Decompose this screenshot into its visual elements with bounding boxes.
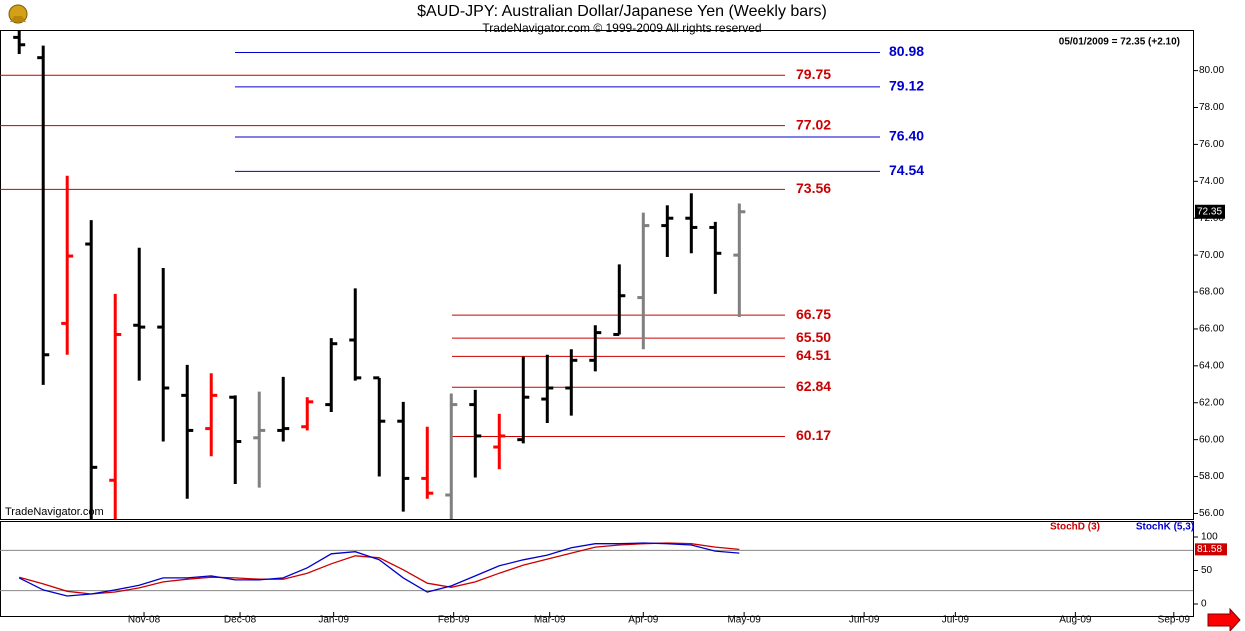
y-tick-label: 66.00 xyxy=(1199,324,1224,335)
level-label: 76.40 xyxy=(889,128,924,144)
y-tick-label: 0 xyxy=(1201,599,1207,610)
y-tick-label: 60.00 xyxy=(1199,434,1224,445)
last-price-label: 72.35 xyxy=(1197,206,1222,217)
level-label: 66.75 xyxy=(796,306,831,322)
price-box xyxy=(1195,204,1225,219)
y-tick-label: 50 xyxy=(1201,565,1213,576)
x-tick-label: Jun-09 xyxy=(849,615,880,626)
level-label: 73.56 xyxy=(796,180,831,196)
logo xyxy=(8,4,28,24)
x-tick-label: Apr-09 xyxy=(628,615,658,626)
y-tick-label: 58.00 xyxy=(1199,471,1224,482)
watermark: TradeNavigator.com xyxy=(5,506,104,518)
level-label: 60.17 xyxy=(796,427,831,443)
legend-entry: StochK (5,3) xyxy=(1136,522,1194,533)
y-tick-label: 74.00 xyxy=(1199,176,1224,187)
x-tick-label: May-09 xyxy=(727,615,761,626)
x-tick-label: Mar-09 xyxy=(534,615,566,626)
stoch-line xyxy=(18,542,740,597)
y-tick-label: 78.00 xyxy=(1199,102,1224,113)
y-tick-label: 70.00 xyxy=(1199,250,1224,261)
y-tick-label: 80.00 xyxy=(1199,65,1224,76)
level-label: 80.98 xyxy=(889,43,924,59)
last-value-label: 81.58 xyxy=(1197,544,1222,555)
x-tick-label: Nov-08 xyxy=(128,615,161,626)
scroll-arrow[interactable] xyxy=(1207,607,1241,631)
level-label: 64.51 xyxy=(796,347,831,363)
info-label: 05/01/2009 = 72.35 (+2.10) xyxy=(1059,37,1180,48)
level-label: 77.02 xyxy=(796,116,831,132)
level-label: 62.84 xyxy=(796,378,831,394)
stoch-panel xyxy=(0,521,1194,617)
stoch-line xyxy=(19,542,740,595)
legend-entry: StochD (3) xyxy=(1050,522,1100,533)
chart-title: $AUD-JPY: Australian Dollar/Japanese Yen… xyxy=(417,3,827,20)
level-label: 79.12 xyxy=(889,78,924,94)
x-tick-label: Dec-08 xyxy=(224,615,257,626)
x-tick-label: Aug-09 xyxy=(1059,615,1092,626)
x-tick-label: Sep-09 xyxy=(1158,615,1191,626)
y-tick-label: 64.00 xyxy=(1199,360,1224,371)
y-tick-label: 62.00 xyxy=(1199,397,1224,408)
price-panel xyxy=(0,30,1194,520)
x-tick-label: Feb-09 xyxy=(438,615,470,626)
level-label: 65.50 xyxy=(796,329,831,345)
y-tick-label: 76.00 xyxy=(1199,139,1224,150)
level-label: 74.54 xyxy=(889,162,924,178)
x-tick-label: Jul-09 xyxy=(942,615,970,626)
subtitle: TradeNavigator.com © 1999-2009 All right… xyxy=(482,21,761,35)
y-tick-label: 56.00 xyxy=(1199,508,1224,519)
value-box xyxy=(1195,543,1227,556)
level-label: 79.75 xyxy=(796,66,831,82)
x-tick-label: Jan-09 xyxy=(318,615,349,626)
y-tick-label: 68.00 xyxy=(1199,287,1224,298)
y-tick-label: 100 xyxy=(1201,532,1218,543)
